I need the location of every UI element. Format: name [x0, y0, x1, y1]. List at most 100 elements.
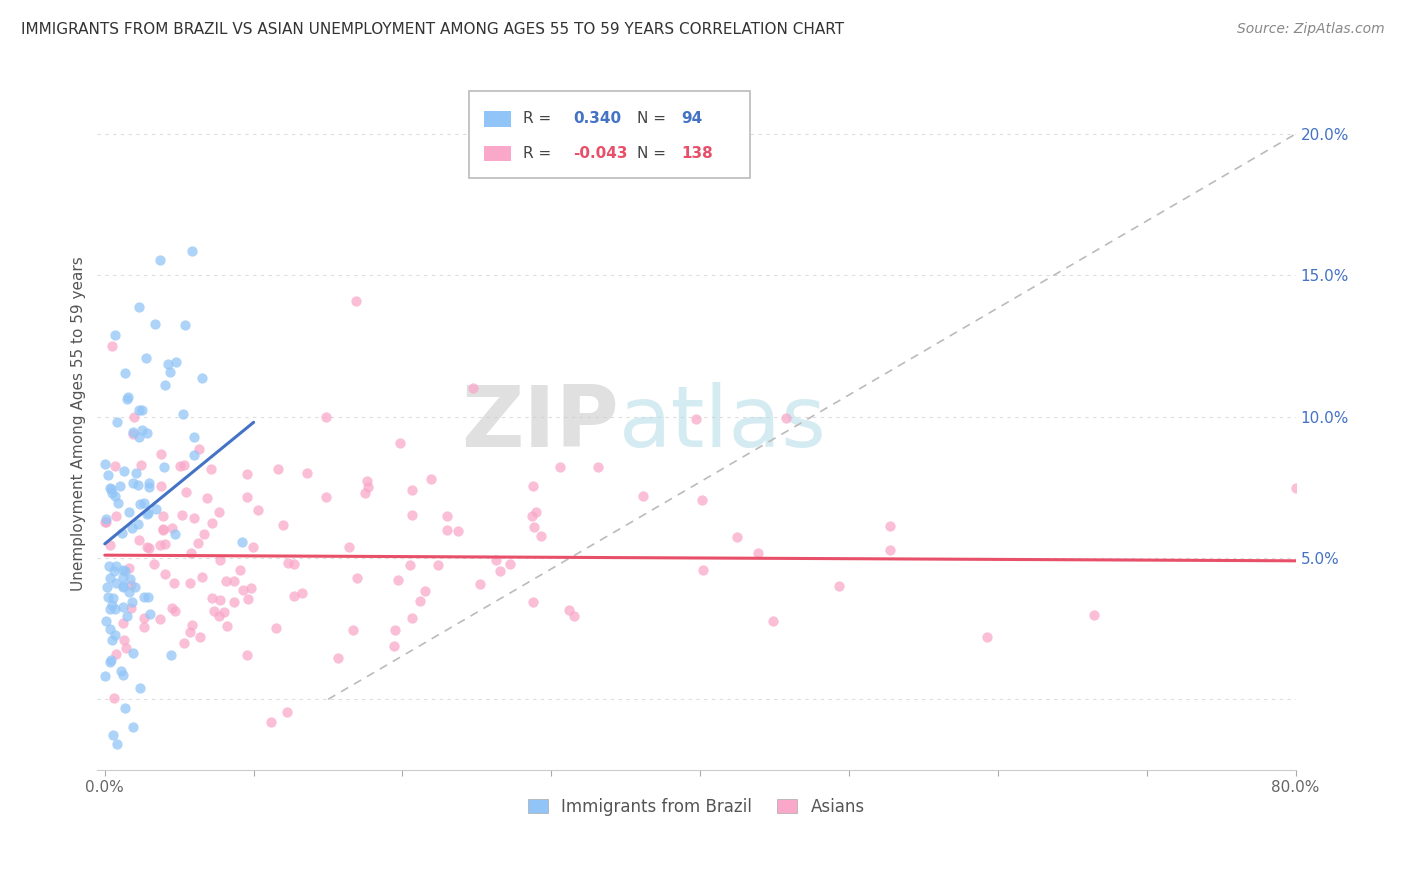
Point — [101, 591, 124, 606]
Point — [173, 458, 195, 473]
Point — [976, 630, 998, 644]
Point — [104, 628, 127, 642]
Point — [163, 604, 186, 618]
Point — [201, 516, 224, 531]
Point — [193, 527, 215, 541]
Point — [264, 621, 287, 635]
Point — [165, 527, 187, 541]
Point — [152, 508, 174, 523]
Point — [105, 575, 128, 590]
Point — [97, 590, 120, 604]
Point — [419, 472, 441, 486]
Point — [98, 558, 121, 573]
Point — [107, 496, 129, 510]
Point — [180, 617, 202, 632]
Point — [879, 542, 901, 557]
Point — [103, 690, 125, 705]
Point — [725, 530, 748, 544]
Point — [356, 474, 378, 488]
Point — [242, 540, 264, 554]
Point — [762, 614, 785, 628]
Point — [276, 705, 298, 719]
Text: atlas: atlas — [619, 382, 827, 466]
Point — [558, 603, 581, 617]
Point — [118, 572, 141, 586]
Point — [183, 448, 205, 462]
Point — [145, 502, 167, 516]
Point — [188, 630, 211, 644]
Point — [122, 476, 145, 491]
Point — [828, 579, 851, 593]
Point — [562, 609, 585, 624]
Point — [183, 430, 205, 444]
Point — [135, 351, 157, 366]
Point — [356, 480, 378, 494]
Point — [160, 521, 183, 535]
Point — [180, 546, 202, 560]
Point — [94, 515, 117, 529]
Point — [128, 533, 150, 547]
Point — [222, 574, 245, 589]
Point — [283, 589, 305, 603]
Point — [98, 571, 121, 585]
Point — [98, 481, 121, 495]
Point — [100, 598, 122, 612]
Point — [436, 523, 458, 537]
Point — [409, 593, 432, 607]
Point — [121, 594, 143, 608]
Point — [111, 668, 134, 682]
Point — [212, 605, 235, 619]
Point — [132, 591, 155, 605]
Point — [112, 579, 135, 593]
Point — [159, 365, 181, 379]
Point — [401, 508, 423, 522]
Text: 94: 94 — [681, 112, 702, 127]
Point — [229, 563, 252, 577]
Point — [489, 564, 512, 578]
Point — [105, 647, 128, 661]
Point — [173, 636, 195, 650]
Point — [112, 580, 135, 594]
Point — [522, 594, 544, 608]
Point — [191, 371, 214, 385]
Text: N =: N = — [637, 112, 671, 127]
Text: -0.043: -0.043 — [574, 146, 627, 161]
Point — [110, 478, 132, 492]
Text: 138: 138 — [681, 146, 713, 161]
Point — [149, 538, 172, 552]
Point — [94, 458, 117, 472]
Point — [136, 506, 159, 520]
Point — [111, 615, 134, 630]
Point — [122, 720, 145, 734]
Point — [122, 409, 145, 424]
Point — [436, 509, 458, 524]
Point — [315, 409, 337, 424]
Point — [98, 622, 121, 636]
Point — [117, 608, 139, 623]
Point — [105, 558, 128, 573]
Point — [111, 780, 134, 794]
Point — [174, 318, 197, 332]
Point — [295, 466, 318, 480]
Point — [389, 435, 412, 450]
Point — [104, 458, 127, 473]
Point — [156, 357, 179, 371]
Point — [121, 521, 143, 535]
Point — [124, 580, 146, 594]
Point — [246, 503, 269, 517]
Point — [160, 601, 183, 615]
Point — [413, 583, 436, 598]
Point — [463, 381, 485, 395]
FancyBboxPatch shape — [485, 146, 510, 161]
Point — [187, 535, 209, 549]
Point — [384, 623, 406, 637]
Point — [236, 467, 259, 481]
Point — [112, 632, 135, 647]
Point — [100, 653, 122, 667]
Point — [114, 366, 136, 380]
Point — [136, 426, 159, 441]
Point — [214, 574, 236, 588]
Point — [522, 509, 544, 524]
Point — [152, 522, 174, 536]
Text: ZIP: ZIP — [461, 382, 619, 466]
